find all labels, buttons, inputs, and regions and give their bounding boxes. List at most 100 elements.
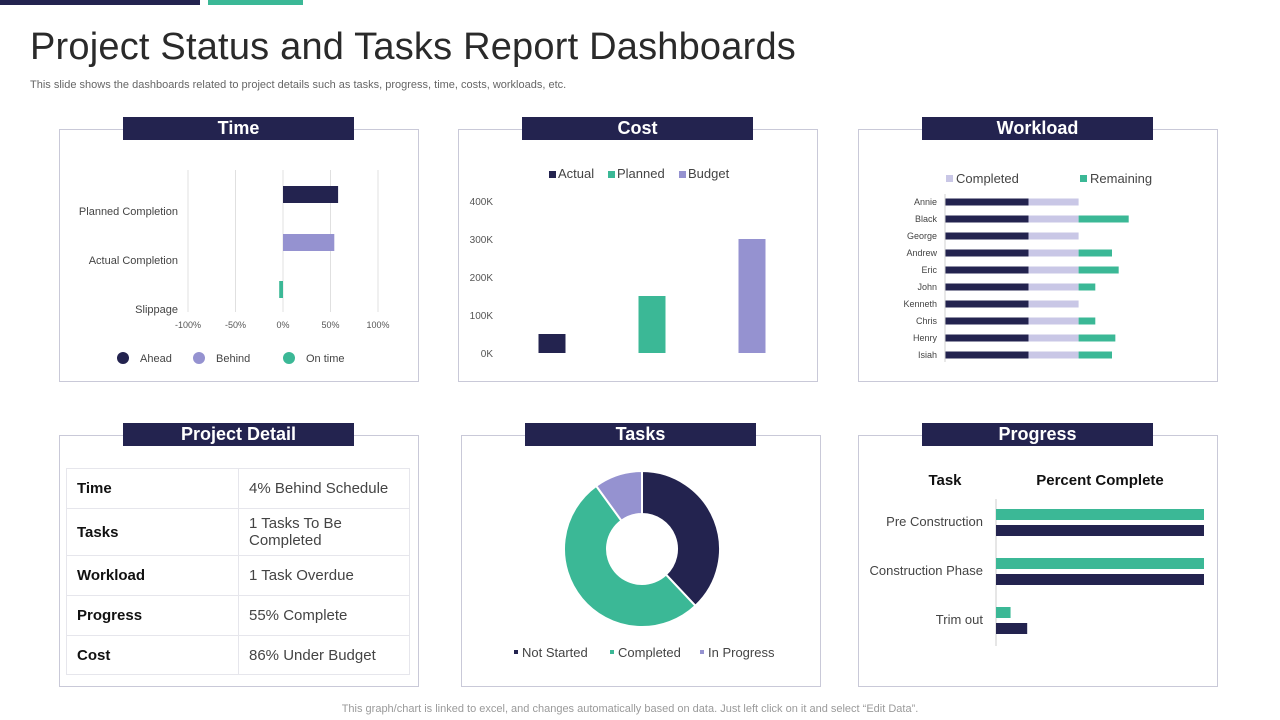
progress-panel-header: Progress xyxy=(922,423,1153,446)
workload-name-label: Kenneth xyxy=(903,299,937,309)
detail-label: Cost xyxy=(66,635,239,675)
progress-bar-actual xyxy=(996,525,1204,536)
workload-bar-segment xyxy=(1028,249,1079,257)
time-x-tick-label: -100% xyxy=(175,320,201,330)
workload-bar-segment xyxy=(1028,232,1079,240)
tasks-legend-marker xyxy=(514,650,518,654)
tasks-legend-marker xyxy=(610,650,614,654)
workload-legend-label: Completed xyxy=(956,171,1019,186)
workload-name-label: Annie xyxy=(914,197,937,207)
cost-legend-marker xyxy=(608,171,615,178)
workload-bar-segment xyxy=(1028,334,1079,342)
cost-legend-marker xyxy=(549,171,556,178)
time-chart[interactable]: -100% -50% 0% 50% 100% Planned Completion Actu… xyxy=(60,130,418,381)
time-category-label: Planned Completion xyxy=(79,206,178,218)
time-legend-marker xyxy=(193,352,205,364)
detail-label: Tasks xyxy=(66,508,239,556)
tasks-slice-in-progress xyxy=(594,469,643,523)
tasks-slice-not-started xyxy=(641,469,721,608)
progress-bar-actual xyxy=(996,623,1028,634)
workload-bar-segment xyxy=(1078,351,1112,359)
workload-panel[interactable]: Workload Annie Black George Andrew Eric John K… xyxy=(858,117,1218,382)
workload-legend-marker xyxy=(946,175,953,182)
progress-chart[interactable]: Task Percent Complete Pre Construction Cons… xyxy=(859,436,1217,686)
time-legend-marker xyxy=(283,352,295,364)
cost-bar-budget xyxy=(738,239,766,353)
time-x-tick-label: 50% xyxy=(321,320,339,330)
tasks-legend-label: Not Started xyxy=(522,645,588,660)
progress-bar-actual xyxy=(996,574,1204,585)
time-category-label: Slippage xyxy=(135,304,178,316)
cost-legend-label: Budget xyxy=(688,166,730,181)
workload-bar-segment xyxy=(1078,215,1129,223)
progress-task-label: Construction Phase xyxy=(870,563,983,578)
workload-bar-segment xyxy=(945,334,1029,342)
cost-y-tick-label: 100K xyxy=(470,311,494,322)
workload-bar-segment xyxy=(945,215,1029,223)
detail-label: Time xyxy=(66,468,239,509)
workload-bar-segment xyxy=(1028,351,1079,359)
top-accent-bar-navy xyxy=(0,0,200,5)
tasks-panel-header: Tasks xyxy=(525,423,756,446)
cost-y-tick-label: 300K xyxy=(470,235,494,246)
progress-task-label: Pre Construction xyxy=(886,514,983,529)
cost-panel[interactable]: Cost 0K 100K 200K 300K 400K Actual Planned Budg… xyxy=(458,117,818,382)
workload-bar-segment xyxy=(1028,198,1079,206)
time-panel[interactable]: Time -100% -50% 0% 50% 100% Planned Completio… xyxy=(59,117,419,382)
workload-bar-segment xyxy=(945,317,1029,325)
workload-bar-segment xyxy=(1078,249,1112,257)
page-subtitle: This slide shows the dashboards related … xyxy=(30,79,567,91)
page-title: Project Status and Tasks Report Dashboar… xyxy=(30,26,796,68)
tasks-slice-completed xyxy=(563,484,697,628)
progress-column-header: Percent Complete xyxy=(1036,472,1164,489)
detail-label: Progress xyxy=(66,595,239,636)
workload-legend-label: Remaining xyxy=(1090,171,1152,186)
tasks-legend-label: In Progress xyxy=(708,645,775,660)
footer-note: This graph/chart is linked to excel, and… xyxy=(341,703,919,715)
cost-panel-header: Cost xyxy=(522,117,753,140)
time-x-tick-label: 100% xyxy=(366,320,389,330)
workload-bar-segment xyxy=(1078,266,1119,274)
workload-bar-segment xyxy=(1028,283,1079,291)
tasks-chart[interactable]: Not Started Completed In Progress xyxy=(462,436,820,686)
time-bar-on-time xyxy=(279,281,283,298)
workload-bar-segment xyxy=(1028,300,1079,308)
workload-bar-segment xyxy=(945,283,1029,291)
workload-bar-segment xyxy=(1028,317,1079,325)
project-detail-panel: Project Detail Time 4% Behind Schedule T… xyxy=(59,423,419,687)
table-row: Time 4% Behind Schedule xyxy=(66,468,410,509)
time-legend-label: On time xyxy=(306,353,345,365)
cost-bar-actual xyxy=(538,334,566,353)
time-legend-marker xyxy=(117,352,129,364)
detail-value: 4% Behind Schedule xyxy=(238,468,410,509)
workload-name-label: John xyxy=(917,282,937,292)
workload-bar-segment xyxy=(945,249,1029,257)
workload-name-label: Eric xyxy=(922,265,938,275)
cost-legend-label: Planned xyxy=(617,166,665,181)
detail-value: 55% Complete xyxy=(238,595,410,636)
progress-panel[interactable]: Progress Task Percent Complete Pre Constru… xyxy=(858,423,1218,687)
workload-bar-segment xyxy=(1078,283,1096,291)
workload-chart[interactable]: Annie Black George Andrew Eric John Kenneth Chr… xyxy=(859,130,1217,381)
workload-bar-segment xyxy=(1028,215,1079,223)
workload-bar-segment xyxy=(945,266,1029,274)
workload-bar-segment xyxy=(945,232,1029,240)
workload-bar-segment xyxy=(1078,317,1096,325)
table-row: Workload 1 Task Overdue xyxy=(66,555,410,596)
time-bar-ahead xyxy=(283,186,339,203)
workload-bar-segment xyxy=(1078,334,1116,342)
progress-bar-target xyxy=(996,558,1204,569)
detail-value: 1 Task Overdue xyxy=(238,555,410,596)
progress-column-header: Task xyxy=(928,472,962,489)
workload-bar-segment xyxy=(945,351,1029,359)
tasks-legend-marker xyxy=(700,650,704,654)
time-legend-label: Behind xyxy=(216,353,250,365)
tasks-panel[interactable]: Tasks Not Started Completed In Progress xyxy=(461,423,821,687)
table-row: Tasks 1 Tasks To Be Completed xyxy=(66,508,410,556)
workload-legend-marker xyxy=(1080,175,1087,182)
cost-chart[interactable]: 0K 100K 200K 300K 400K Actual Planned Budget xyxy=(459,130,817,381)
workload-bar-segment xyxy=(945,300,1029,308)
workload-name-label: Isiah xyxy=(918,350,937,360)
time-legend-label: Ahead xyxy=(140,353,172,365)
detail-value: 1 Tasks To Be Completed xyxy=(238,508,410,556)
